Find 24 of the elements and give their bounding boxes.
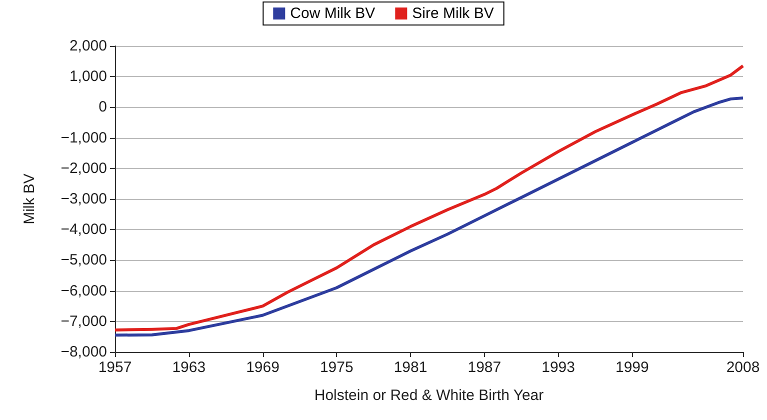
y-tick-label: 0 [98, 98, 107, 116]
y-tick-label: 2,000 [69, 38, 107, 54]
x-tick-label: 1963 [172, 359, 206, 376]
x-tick-label: 1987 [468, 359, 502, 376]
y-tick-label: −2,000 [60, 160, 107, 177]
x-tick-label: 1993 [542, 359, 575, 376]
y-tick-label: −1,000 [60, 129, 107, 146]
x-tick-label: 1975 [320, 359, 354, 376]
legend-label: Cow Milk BV [290, 5, 376, 22]
x-tick-label: 1969 [246, 359, 280, 376]
x-tick-label: 1957 [98, 359, 132, 376]
legend-label: Sire Milk BV [412, 5, 494, 22]
y-tick-label: −5,000 [60, 252, 107, 269]
x-tick-label: 2008 [726, 359, 760, 376]
y-tick-label: −7,000 [60, 312, 107, 330]
y-tick-label: −6,000 [60, 282, 107, 300]
y-axis-title: Milk BV [21, 174, 38, 224]
x-axis-title: Holstein or Red & White Birth Year [314, 387, 544, 404]
y-tick-label: −3,000 [60, 190, 107, 208]
y-tick-label: −8,000 [60, 344, 107, 360]
x-tick-label: 1999 [615, 359, 649, 376]
y-tick-label: −4,000 [60, 221, 107, 238]
x-tick-label: 1981 [394, 359, 428, 376]
y-tick-label: 1,000 [69, 68, 107, 86]
